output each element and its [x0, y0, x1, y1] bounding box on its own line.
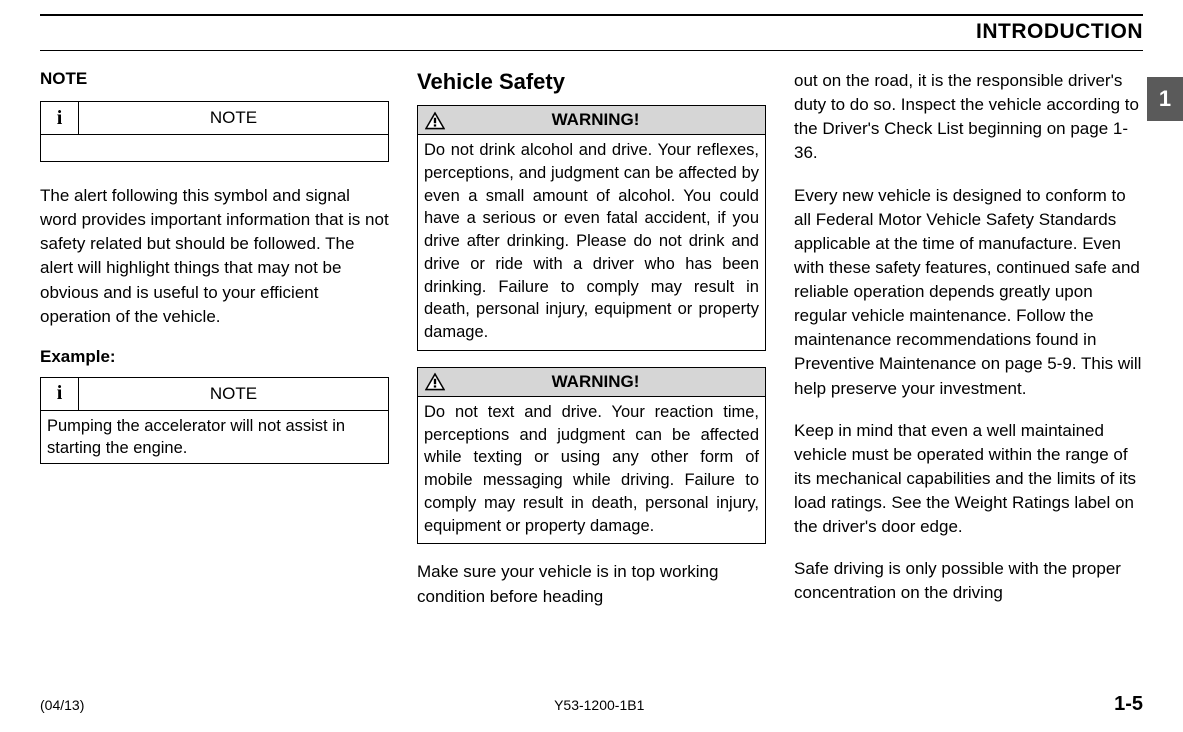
note-description-paragraph: The alert following this symbol and sign… — [40, 184, 389, 329]
footer-date: (04/13) — [40, 697, 84, 713]
warning-body: Do not drink alcohol and drive. Your ref… — [418, 135, 765, 350]
warning-callout-alcohol: WARNING! Do not drink alcohol and drive.… — [417, 105, 766, 351]
note-heading: NOTE — [40, 69, 389, 89]
header-rule-bottom — [40, 50, 1143, 51]
column-1: NOTE i NOTE The alert following this sym… — [40, 69, 389, 627]
col3-paragraph-3: Keep in mind that even a well maintained… — [794, 419, 1143, 540]
col3-paragraph-1: out on the road, it is the responsible d… — [794, 69, 1143, 166]
col3-paragraph-4: Safe driving is only possible with the p… — [794, 557, 1143, 605]
info-icon: i — [41, 378, 79, 410]
header-rule-top — [40, 14, 1143, 16]
col3-paragraph-2: Every new vehicle is designed to conform… — [794, 184, 1143, 401]
chapter-tab: 1 — [1147, 77, 1183, 121]
warning-header: WARNING! — [418, 106, 765, 135]
note-label: NOTE — [79, 102, 388, 134]
warning-header: WARNING! — [418, 368, 765, 397]
page-footer: (04/13) Y53-1200-1B1 1-5 — [40, 693, 1143, 716]
column-2: Vehicle Safety WARNING! Do not drink alc… — [417, 69, 766, 627]
warning-callout-texting: WARNING! Do not text and drive. Your rea… — [417, 367, 766, 545]
note-header-row: i NOTE — [41, 102, 388, 135]
content-columns: NOTE i NOTE The alert following this sym… — [40, 69, 1143, 627]
note-label: NOTE — [79, 378, 388, 410]
column-3: 1 out on the road, it is the responsible… — [794, 69, 1143, 627]
warning-label: WARNING! — [454, 110, 759, 130]
warning-triangle-icon — [424, 372, 446, 391]
example-label: Example: — [40, 347, 389, 367]
vehicle-safety-heading: Vehicle Safety — [417, 69, 766, 95]
warning-body: Do not text and drive. Your reaction tim… — [418, 397, 765, 544]
info-icon: i — [41, 102, 79, 134]
note-body — [41, 135, 388, 161]
note-body: Pumping the accelerator will not assist … — [41, 411, 388, 464]
page-section-title: INTRODUCTION — [40, 20, 1143, 44]
col2-paragraph: Make sure your vehicle is in top working… — [417, 560, 766, 608]
note-callout-empty: i NOTE — [40, 101, 389, 162]
warning-triangle-icon — [424, 111, 446, 130]
warning-label: WARNING! — [454, 372, 759, 392]
footer-page-number: 1-5 — [1114, 693, 1143, 716]
note-header-row: i NOTE — [41, 378, 388, 411]
footer-doc-number: Y53-1200-1B1 — [554, 697, 644, 713]
note-callout-example: i NOTE Pumping the accelerator will not … — [40, 377, 389, 465]
